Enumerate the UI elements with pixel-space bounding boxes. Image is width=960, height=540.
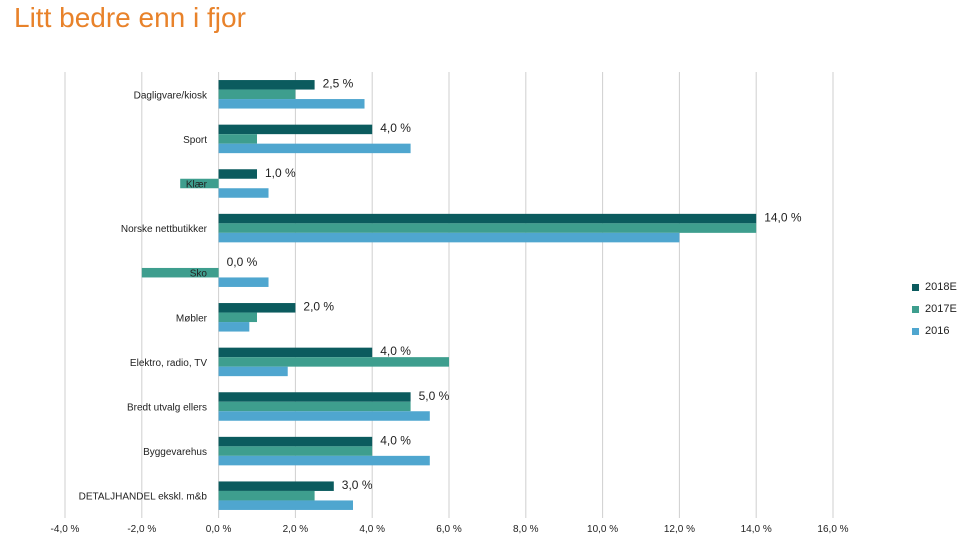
bar-2018e bbox=[218, 213, 757, 224]
bar-2018e bbox=[218, 169, 257, 179]
category-label: Sport bbox=[183, 135, 207, 146]
x-tick-label: 4,0 % bbox=[359, 524, 385, 535]
legend-label-2018e: 2018E bbox=[925, 281, 957, 293]
data-label: 14,0 % bbox=[764, 210, 802, 224]
category-label: Bredt utvalg ellers bbox=[127, 403, 207, 414]
chart-legend: 2018E 2017E 2016 bbox=[912, 276, 957, 342]
x-tick-label: 14,0 % bbox=[741, 524, 772, 535]
bar-2016 bbox=[218, 232, 680, 243]
bar-2017e bbox=[218, 446, 373, 456]
bar-2016 bbox=[218, 143, 411, 154]
data-label: 4,0 % bbox=[380, 121, 411, 135]
legend-swatch-2018e bbox=[912, 283, 919, 291]
category-label: Møbler bbox=[176, 313, 208, 324]
category-label: Dagligvare/kiosk bbox=[134, 90, 208, 101]
data-label: 2,5 % bbox=[323, 77, 354, 91]
data-label: 4,0 % bbox=[380, 433, 411, 447]
legend-swatch-2017e bbox=[912, 305, 919, 313]
category-label: DETALJHANDEL ekskl. m&b bbox=[79, 492, 208, 503]
legend-swatch-2016 bbox=[912, 327, 919, 335]
legend-label-2016: 2016 bbox=[925, 325, 950, 337]
bar-2018e bbox=[218, 392, 411, 402]
bar-2016 bbox=[218, 411, 430, 421]
x-tick-label: -4,0 % bbox=[51, 524, 80, 535]
x-tick-label: 12,0 % bbox=[664, 524, 695, 535]
category-label: Klær bbox=[186, 180, 208, 191]
data-label: 4,0 % bbox=[380, 344, 411, 358]
bar-2017e bbox=[218, 89, 296, 100]
x-tick-label: 10,0 % bbox=[587, 524, 618, 535]
bar-2018e bbox=[218, 481, 334, 491]
bar-2016 bbox=[218, 366, 288, 377]
bar-2016 bbox=[218, 188, 269, 198]
category-label: Sko bbox=[190, 269, 208, 280]
bar-2018e bbox=[218, 124, 373, 135]
bar-2016 bbox=[218, 277, 269, 287]
x-tick-label: 2,0 % bbox=[283, 524, 309, 535]
bar-2017e bbox=[180, 178, 219, 189]
bar-2016 bbox=[218, 99, 365, 109]
bar-2017e bbox=[218, 357, 449, 367]
x-tick-label: 8,0 % bbox=[513, 524, 539, 535]
bar-2018e bbox=[218, 303, 296, 313]
bar-2017e bbox=[218, 312, 257, 323]
data-label: 2,0 % bbox=[303, 300, 334, 314]
bar-2017e bbox=[218, 401, 411, 412]
legend-item-2017e: 2017E bbox=[912, 298, 957, 320]
legend-label-2017e: 2017E bbox=[925, 303, 957, 315]
x-tick-label: 16,0 % bbox=[817, 524, 848, 535]
bar-2017e bbox=[218, 134, 257, 144]
bar-2017e bbox=[141, 267, 219, 278]
data-label: 0,0 % bbox=[227, 255, 258, 269]
category-label: Norske nettbutikker bbox=[121, 224, 208, 235]
bar-2017e bbox=[218, 223, 757, 233]
data-label: 1,0 % bbox=[265, 166, 296, 180]
bar-2018e bbox=[218, 436, 373, 447]
legend-item-2018e: 2018E bbox=[912, 276, 957, 298]
x-tick-label: -2,0 % bbox=[127, 524, 156, 535]
data-label: 3,0 % bbox=[342, 478, 373, 492]
category-label: Elektro, radio, TV bbox=[130, 358, 207, 369]
category-label: Byggevarehus bbox=[143, 447, 207, 458]
bar-2016 bbox=[218, 500, 353, 510]
x-tick-label: 6,0 % bbox=[436, 524, 462, 535]
bar-2018e bbox=[218, 80, 315, 90]
data-label: 5,0 % bbox=[419, 389, 450, 403]
bar-2018e bbox=[218, 347, 373, 358]
bar-2016 bbox=[218, 455, 430, 466]
legend-item-2016: 2016 bbox=[912, 320, 957, 342]
x-tick-label: 0,0 % bbox=[206, 524, 232, 535]
page-title: Litt bedre enn i fjor bbox=[14, 2, 246, 33]
bar-2016 bbox=[218, 322, 250, 332]
bar-2017e bbox=[218, 490, 315, 501]
